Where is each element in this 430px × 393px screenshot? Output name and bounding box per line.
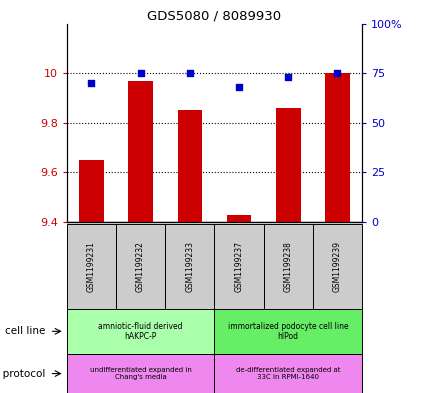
Point	[284, 74, 291, 80]
Text: GSM1199239: GSM1199239	[332, 241, 341, 292]
Text: GSM1199231: GSM1199231	[87, 241, 96, 292]
Text: GSM1199238: GSM1199238	[283, 241, 292, 292]
Bar	[214, 224, 263, 309]
Bar	[214, 354, 361, 393]
Title: GDS5080 / 8089930: GDS5080 / 8089930	[147, 9, 281, 22]
Text: amniotic-fluid derived
hAKPC-P: amniotic-fluid derived hAKPC-P	[98, 321, 182, 341]
Point	[137, 70, 144, 76]
Point	[186, 70, 193, 76]
Text: de-differentiated expanded at
33C in RPMI-1640: de-differentiated expanded at 33C in RPM…	[236, 367, 340, 380]
Text: cell line: cell line	[5, 326, 45, 336]
Bar	[165, 224, 214, 309]
Point	[333, 70, 340, 76]
Bar	[116, 224, 165, 309]
Text: growth protocol: growth protocol	[0, 369, 45, 378]
Text: immortalized podocyte cell line
hIPod: immortalized podocyte cell line hIPod	[227, 321, 348, 341]
Bar	[324, 73, 349, 222]
Bar	[312, 224, 361, 309]
Bar	[128, 81, 153, 222]
Bar	[67, 309, 214, 354]
Point	[88, 80, 95, 86]
Text: GSM1199233: GSM1199233	[185, 241, 194, 292]
Point	[235, 84, 242, 90]
Bar	[263, 224, 312, 309]
Text: undifferentiated expanded in
Chang's media: undifferentiated expanded in Chang's med…	[89, 367, 191, 380]
Bar	[79, 160, 104, 222]
Bar	[275, 108, 300, 222]
Text: GSM1199232: GSM1199232	[136, 241, 145, 292]
Bar	[226, 215, 251, 222]
Text: GSM1199237: GSM1199237	[234, 241, 243, 292]
Bar	[67, 354, 214, 393]
Bar	[67, 224, 116, 309]
Bar	[214, 309, 361, 354]
Bar	[177, 110, 202, 222]
